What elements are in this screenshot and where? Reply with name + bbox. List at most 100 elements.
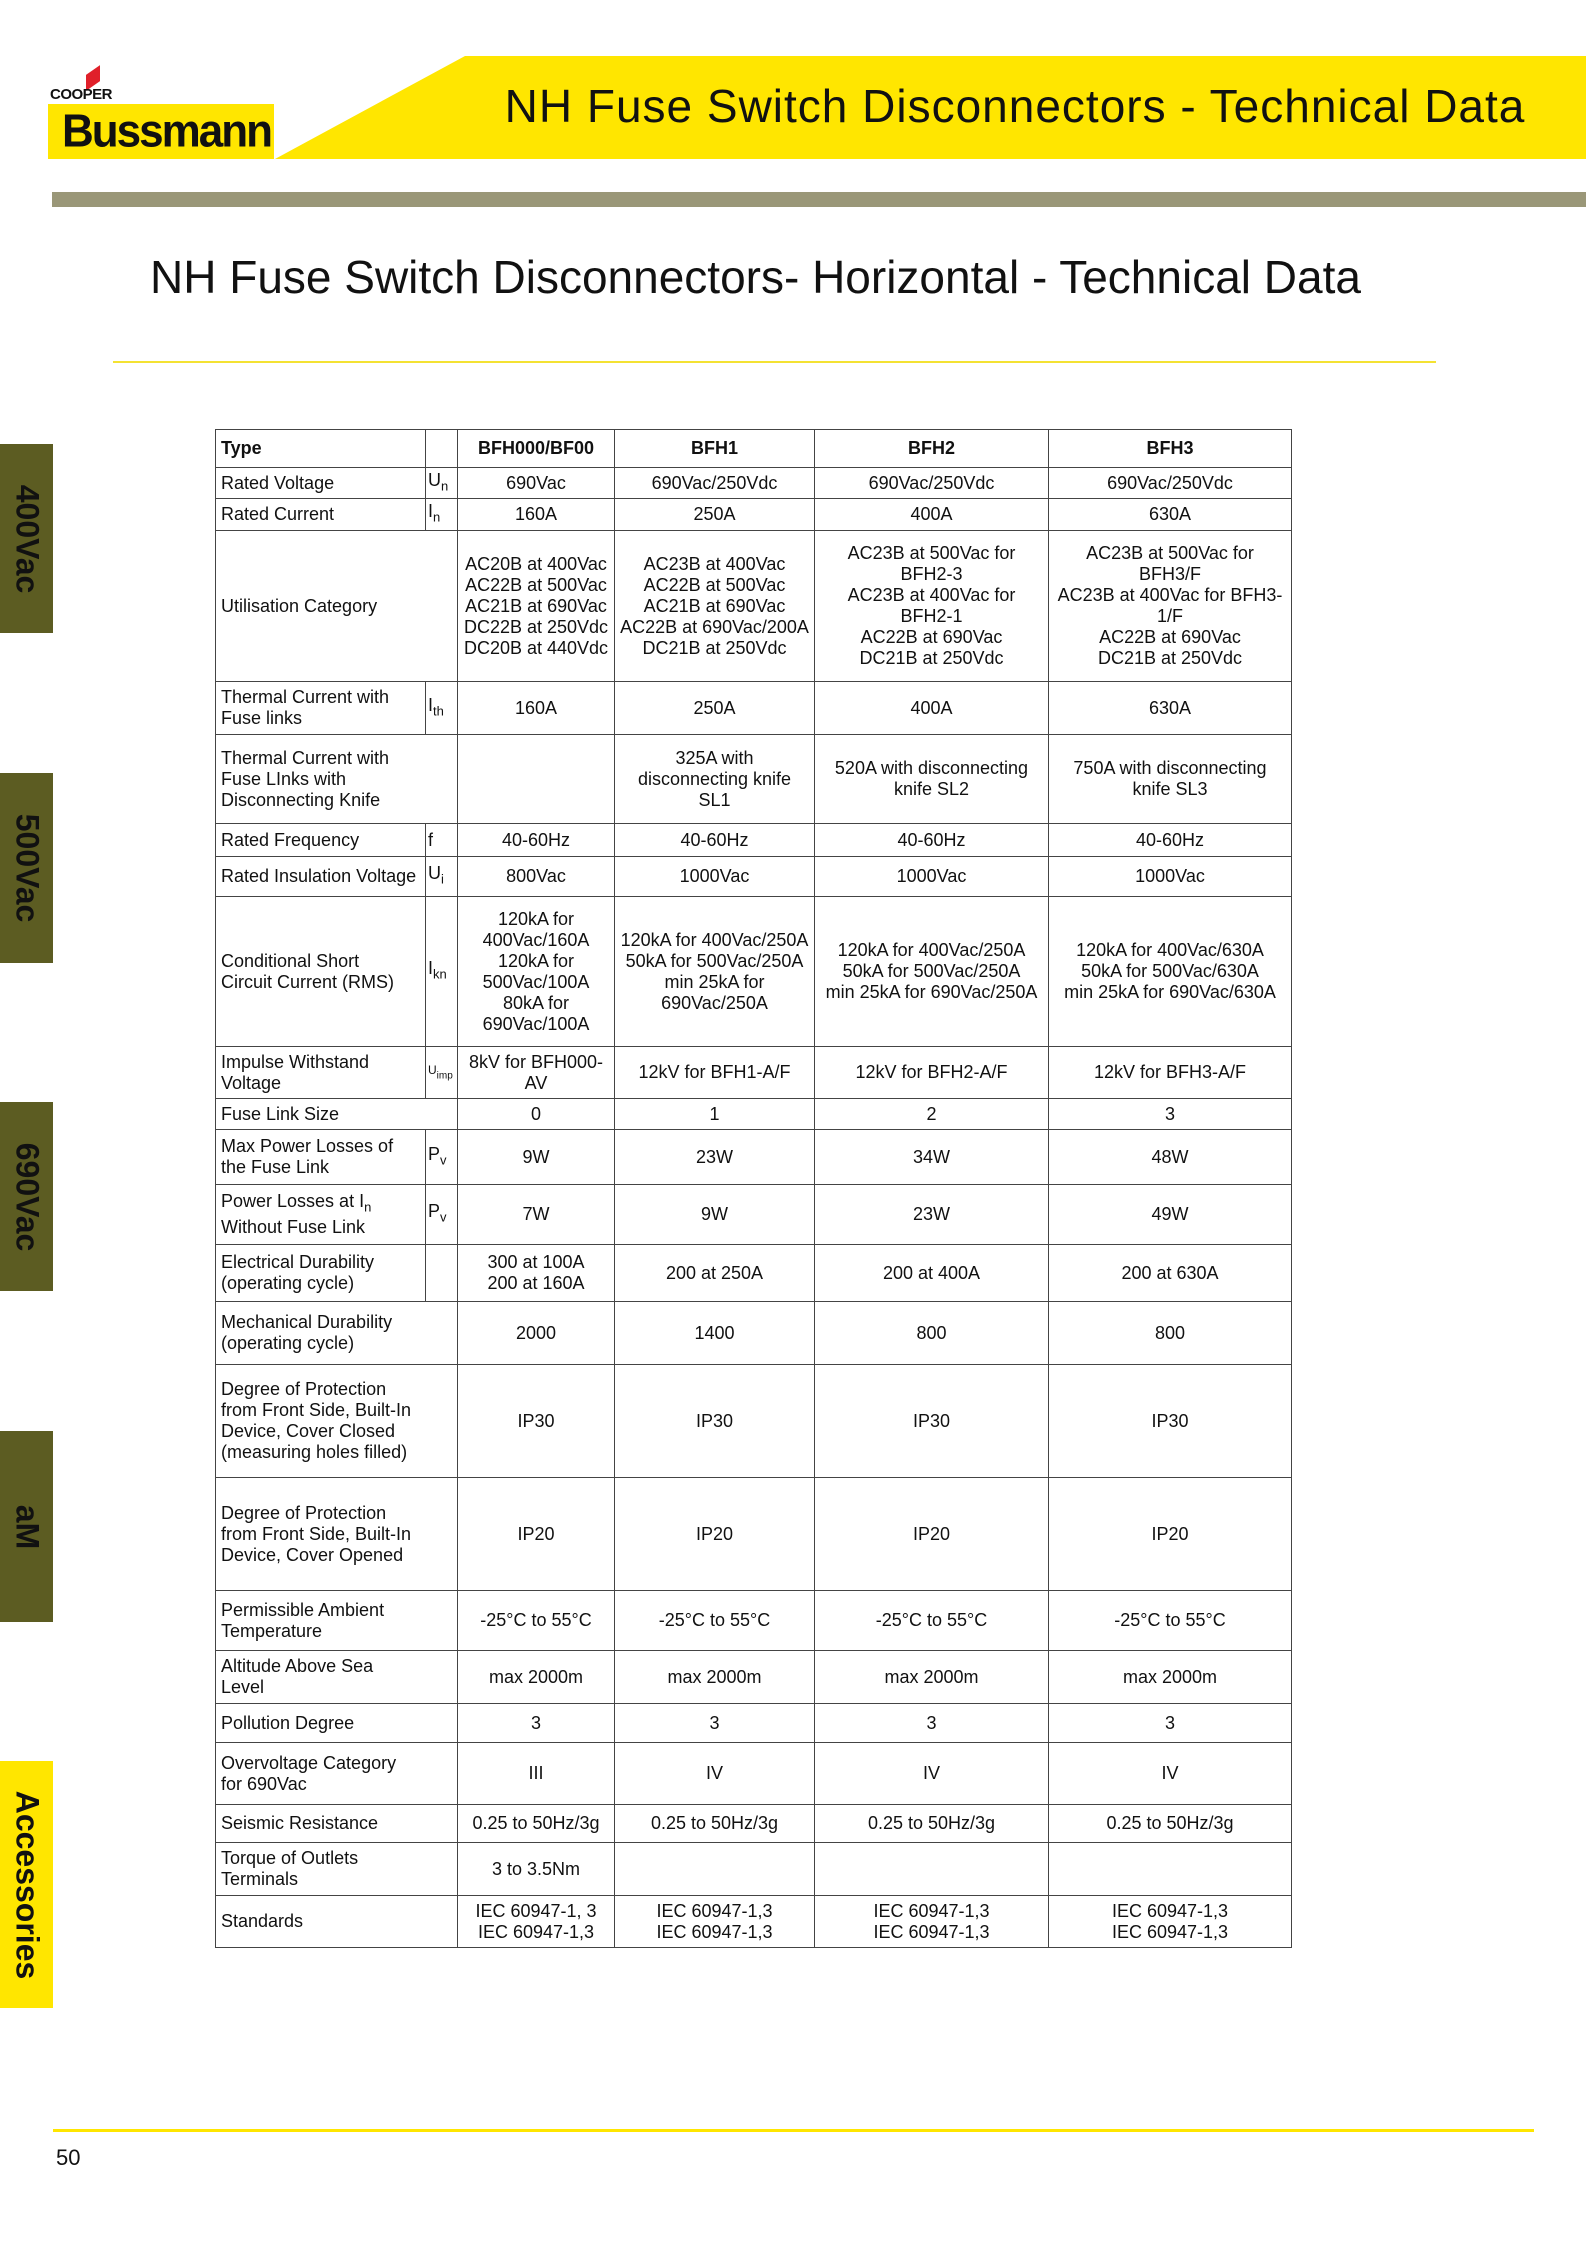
value-cell: 690Vac: [457, 467, 615, 499]
value-cell: 1000Vac: [1048, 856, 1292, 897]
value-cell: 2: [814, 1098, 1049, 1130]
value-cell: III: [457, 1742, 615, 1805]
row-symbol: Ith: [425, 681, 458, 735]
row-symbol: f: [425, 823, 458, 857]
value-cell: [614, 1842, 815, 1896]
row-symbol: Un: [425, 467, 458, 499]
column-header: [425, 429, 458, 468]
value-cell: -25°C to 55°C: [614, 1590, 815, 1651]
row-symbol: In: [425, 498, 458, 531]
value-cell: 1000Vac: [614, 856, 815, 897]
side-tab-am[interactable]: aM: [0, 1431, 53, 1622]
value-cell: IP20: [814, 1477, 1049, 1591]
value-cell: IP30: [614, 1364, 815, 1478]
side-tab-400vac[interactable]: 400Vac: [0, 444, 53, 633]
column-header: BFH1: [614, 429, 815, 468]
column-header-type: Type: [215, 429, 426, 468]
value-cell: 1000Vac: [814, 856, 1049, 897]
value-cell: -25°C to 55°C: [814, 1590, 1049, 1651]
value-cell: max 2000m: [614, 1650, 815, 1704]
value-cell: 120kA for 400Vac/250A 50kA for 500Vac/25…: [614, 896, 815, 1047]
row-label: Degree of Protection from Front Side, Bu…: [215, 1364, 458, 1478]
value-cell: IEC 60947-1,3 IEC 60947-1,3: [614, 1895, 815, 1948]
value-cell: 400A: [814, 681, 1049, 735]
symbol-subscript: kn: [433, 966, 447, 982]
row-label: Degree of Protection from Front Side, Bu…: [215, 1477, 458, 1591]
value-cell: IP20: [457, 1477, 615, 1591]
table-row: Max Power Losses of the Fuse Link Pv 9W 23W…: [215, 1129, 1292, 1185]
value-cell: 1400: [614, 1301, 815, 1365]
table-row: Rated Insulation Voltage Ui 800Vac 1000Vac 1…: [215, 856, 1292, 897]
symbol-subscript: i: [441, 871, 444, 887]
value-cell: IP30: [1048, 1364, 1292, 1478]
value-cell: 400A: [814, 498, 1049, 531]
column-header: BFH000/BF00: [457, 429, 615, 468]
table-row: Thermal Current with Fuse LInks with Dis…: [215, 734, 1292, 824]
value-cell: 800: [814, 1301, 1049, 1365]
side-tab-500vac[interactable]: 500Vac: [0, 773, 53, 963]
symbol-base: P: [428, 1143, 441, 1164]
value-cell: 200 at 250A: [614, 1244, 815, 1302]
header-divider: [52, 192, 1586, 207]
side-tab-label: aM: [9, 1504, 45, 1549]
value-cell: 160A: [457, 681, 615, 735]
page-title: NH Fuse Switch Disconnectors- Horizontal…: [150, 251, 1361, 303]
side-tab-accessories[interactable]: Accessories: [0, 1761, 53, 2008]
side-tab-690vac[interactable]: 690Vac: [0, 1102, 53, 1291]
value-cell: max 2000m: [457, 1650, 615, 1704]
value-cell: 0.25 to 50Hz/3g: [1048, 1804, 1292, 1843]
value-cell: 160A: [457, 498, 615, 531]
row-label: Utilisation Category: [215, 530, 458, 682]
banner-shape: [275, 56, 1586, 159]
value-cell: 12kV for BFH1-A/F: [614, 1046, 815, 1099]
value-cell: 200 at 400A: [814, 1244, 1049, 1302]
value-cell: 800: [1048, 1301, 1292, 1365]
value-cell: 40-60Hz: [614, 823, 815, 857]
symbol-subscript: v: [440, 1152, 447, 1168]
row-label: Thermal Current with Fuse LInks with Dis…: [215, 734, 458, 824]
value-cell: 12kV for BFH2-A/F: [814, 1046, 1049, 1099]
row-label: Fuse Link Size: [215, 1098, 458, 1130]
value-cell: 0.25 to 50Hz/3g: [814, 1804, 1049, 1843]
symbol-subscript: v: [440, 1209, 447, 1225]
value-cell: AC23B at 400Vac AC22B at 500Vac AC21B at…: [614, 530, 815, 682]
table-row: Pollution Degree 3 3 3 3: [215, 1703, 1292, 1743]
value-cell: 630A: [1048, 681, 1292, 735]
table-row: Conditional Short Circuit Current (RMS) I…: [215, 896, 1292, 1047]
logo-box: Bussmann: [48, 104, 274, 159]
row-symbol: Ui: [425, 856, 458, 897]
logo-brand: Bussmann: [62, 105, 273, 158]
value-cell: 0.25 to 50Hz/3g: [457, 1804, 615, 1843]
row-label: Rated Frequency: [215, 823, 426, 857]
value-cell: 750A with disconnecting knife SL3: [1048, 734, 1292, 824]
table-row: Rated Voltage Un 690Vac 690Vac/250Vdc 690Vac…: [215, 467, 1292, 499]
value-cell: 200 at 630A: [1048, 1244, 1292, 1302]
symbol-base: f: [428, 829, 434, 850]
value-cell: 9W: [457, 1129, 615, 1185]
row-label: Permissible Ambient Temperature: [215, 1590, 458, 1651]
table-row: Mechanical Durability (operating cycle) 2…: [215, 1301, 1292, 1365]
row-label: Conditional Short Circuit Current (RMS): [215, 896, 426, 1047]
row-symbol: [425, 1244, 458, 1302]
table-row: Utilisation Category AC20B at 400Vac AC22…: [215, 530, 1292, 682]
column-header: BFH2: [814, 429, 1049, 468]
value-cell: 49W: [1048, 1184, 1292, 1245]
side-tab-label: 690Vac: [9, 1142, 45, 1251]
value-cell: [457, 734, 615, 824]
value-cell: 7W: [457, 1184, 615, 1245]
value-cell: 40-60Hz: [457, 823, 615, 857]
row-label: Torque of Outlets Terminals: [215, 1842, 458, 1896]
row-label: Overvoltage Category for 690Vac: [215, 1742, 458, 1805]
table-row: Degree of Protection from Front Side, Bu…: [215, 1477, 1292, 1591]
row-label: Max Power Losses of the Fuse Link: [215, 1129, 426, 1185]
value-cell: 3: [614, 1703, 815, 1743]
value-cell: 690Vac/250Vdc: [614, 467, 815, 499]
value-cell: 48W: [1048, 1129, 1292, 1185]
value-cell: 3: [457, 1703, 615, 1743]
value-cell: 3 to 3.5Nm: [457, 1842, 615, 1896]
value-cell: IP20: [614, 1477, 815, 1591]
value-cell: 520A with disconnecting knife SL2: [814, 734, 1049, 824]
value-cell: -25°C to 55°C: [457, 1590, 615, 1651]
table-row: Fuse Link Size 0 1 2 3: [215, 1098, 1292, 1130]
side-tab-label: 500Vac: [9, 813, 45, 923]
